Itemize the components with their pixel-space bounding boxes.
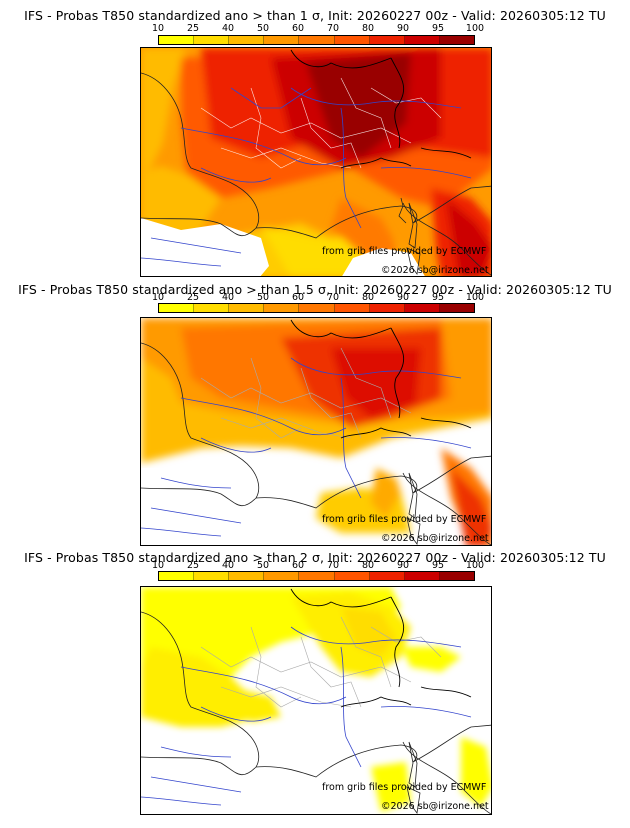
colorbar-tick: 25 (186, 23, 200, 34)
map-1-5sigma (140, 317, 492, 546)
colorbar-swatch (334, 304, 370, 312)
colorbar-swatch (229, 36, 265, 44)
colorbar-swatch (369, 36, 405, 44)
colorbar-swatch (369, 572, 405, 580)
colorbar-tick: 90 (396, 292, 410, 303)
colorbar-swatch (439, 572, 474, 580)
colorbar-swatch (404, 36, 440, 44)
panel-title: IFS - Probas T850 standardized ano > tha… (18, 282, 612, 297)
colorbar-tick: 10 (151, 292, 165, 303)
data-source-credit: from grib files provided by ECMWF (322, 514, 487, 525)
map-2sigma (140, 586, 492, 815)
colorbar-tick: 90 (396, 560, 410, 571)
colorbar-tick: 70 (326, 23, 340, 34)
colorbar-ticks: 10 25 40 50 60 70 80 90 95 100 (0, 560, 630, 571)
panel-title: IFS - Probas T850 standardized ano > tha… (24, 550, 606, 565)
colorbar-swatch (194, 304, 230, 312)
colorbar-tick: 25 (186, 292, 200, 303)
data-source-credit: from grib files provided by ECMWF (322, 782, 487, 793)
colorbar-swatch (404, 572, 440, 580)
colorbar-swatch (439, 304, 474, 312)
map-1sigma (140, 47, 492, 277)
copyright-credit: ©2026 sb@irizone.net (381, 533, 489, 544)
colorbar-tick: 100 (465, 560, 485, 571)
colorbar-tick: 80 (361, 23, 375, 34)
colorbar-ticks: 10 25 40 50 60 70 80 90 95 100 (0, 292, 630, 303)
colorbar-swatch (264, 36, 300, 44)
colorbar-tick: 100 (465, 292, 485, 303)
colorbar-tick: 50 (256, 23, 270, 34)
colorbar-tick: 70 (326, 292, 340, 303)
colorbar-tick: 100 (465, 23, 485, 34)
colorbar-swatch (229, 304, 265, 312)
copyright-credit: ©2026 sb@irizone.net (381, 801, 489, 812)
colorbar-tick: 80 (361, 560, 375, 571)
colorbar-tick: 60 (291, 23, 305, 34)
map-panel-2sigma: IFS - Probas T850 standardized ano > tha… (0, 548, 630, 828)
colorbar-ticks: 10 25 40 50 60 70 80 90 95 100 (0, 23, 630, 34)
colorbar-swatch (264, 572, 300, 580)
colorbar-tick: 95 (431, 292, 445, 303)
colorbar-tick: 40 (221, 292, 235, 303)
colorbar-tick: 10 (151, 23, 165, 34)
colorbar-tick: 95 (431, 560, 445, 571)
colorbar-swatch (159, 572, 195, 580)
data-source-credit: from grib files provided by ECMWF (322, 246, 487, 257)
colorbar-tick: 40 (221, 560, 235, 571)
colorbar-swatch (159, 36, 195, 44)
colorbar-swatch (334, 36, 370, 44)
colorbar-swatch (264, 304, 300, 312)
colorbar-tick: 50 (256, 560, 270, 571)
colorbar-swatch (299, 304, 335, 312)
colorbar-tick: 25 (186, 560, 200, 571)
colorbar-tick: 70 (326, 560, 340, 571)
colorbar-swatch (299, 572, 335, 580)
colorbar-swatch (334, 572, 370, 580)
colorbar-tick: 90 (396, 23, 410, 34)
colorbar-tick: 95 (431, 23, 445, 34)
panel-title: IFS - Probas T850 standardized ano > tha… (24, 8, 606, 23)
copyright-credit: ©2026 sb@irizone.net (381, 265, 489, 276)
colorbar-swatch (194, 36, 230, 44)
colorbar-tick: 10 (151, 560, 165, 571)
map-panel-1-5sigma: IFS - Probas T850 standardized ano > tha… (0, 278, 630, 548)
colorbar-swatch (369, 304, 405, 312)
colorbar-tick: 60 (291, 560, 305, 571)
colorbar-tick: 40 (221, 23, 235, 34)
colorbar-tick: 50 (256, 292, 270, 303)
colorbar (158, 303, 475, 313)
colorbar-tick: 60 (291, 292, 305, 303)
colorbar (158, 571, 475, 581)
colorbar-swatch (299, 36, 335, 44)
colorbar-swatch (159, 304, 195, 312)
colorbar-swatch (404, 304, 440, 312)
colorbar-tick: 80 (361, 292, 375, 303)
colorbar (158, 35, 475, 45)
colorbar-swatch (194, 572, 230, 580)
colorbar-swatch (439, 36, 474, 44)
colorbar-swatch (229, 572, 265, 580)
map-panel-1sigma: IFS - Probas T850 standardized ano > tha… (0, 0, 630, 278)
